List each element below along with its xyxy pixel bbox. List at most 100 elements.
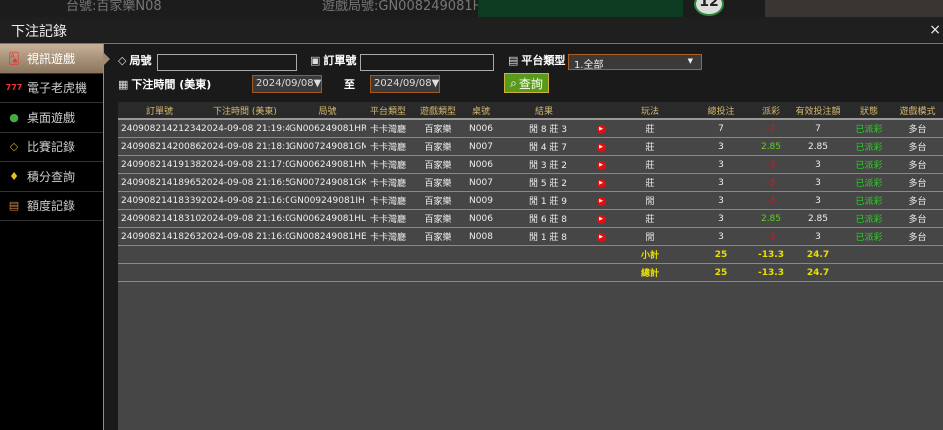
status-cell: 已派彩 bbox=[855, 125, 883, 135]
sidebar-item-4[interactable]: ♦ 積分查詢 bbox=[0, 162, 103, 192]
status-cell: 已派彩 bbox=[855, 233, 883, 243]
play-type-cell: 莊 bbox=[645, 161, 655, 171]
search-button[interactable]: ⌕ 查詢 bbox=[504, 73, 549, 93]
platform-cell: 卡卡灣廳 bbox=[369, 125, 406, 135]
game-type-cell: 百家樂 bbox=[424, 143, 452, 153]
clipboard-icon: ▣ bbox=[310, 53, 321, 67]
background-game-strip: 台號:百家樂N08 遊戲局號:GN008249081HE 12 bbox=[0, 0, 943, 17]
valid-bet-cell: 2.85 bbox=[807, 213, 829, 224]
subtotal-label: 小計 bbox=[640, 251, 659, 261]
round-cell: GN008249081HE bbox=[289, 231, 366, 242]
background-ball-count: 12 bbox=[694, 0, 724, 16]
play-video-icon[interactable]: ▶ bbox=[596, 125, 606, 134]
play-type-cell: 閒 bbox=[645, 197, 655, 207]
play-video-icon[interactable]: ▶ bbox=[596, 179, 606, 188]
table-row[interactable]: 240908214212340 2024-09-08 21:19:40 GN00… bbox=[118, 120, 943, 138]
sidebar-item-3[interactable]: ◇ 比賽記錄 bbox=[0, 133, 103, 162]
diamond-icon: ♦ bbox=[9, 169, 19, 183]
column-header: 平台類型 bbox=[369, 106, 406, 117]
sidebar-item-2[interactable]: ● 桌面遊戲 bbox=[0, 103, 103, 133]
play-type-cell: 莊 bbox=[645, 125, 655, 135]
order-cell: 240908214183397 bbox=[121, 195, 201, 206]
table-row[interactable]: 240908214200867 2024-09-08 21:18:14 GN00… bbox=[118, 138, 943, 156]
round-input[interactable] bbox=[157, 54, 297, 71]
platform-cell: 卡卡灣廳 bbox=[369, 233, 406, 243]
round-cell: GN007249081GM bbox=[289, 141, 366, 152]
tag-icon: ◇ bbox=[118, 53, 127, 67]
order-cell: 240908214212340 bbox=[121, 123, 201, 134]
round-cell: GN006249081HR bbox=[289, 123, 366, 134]
round-cell: GN006249081HL bbox=[289, 213, 366, 224]
sidebar-item-5[interactable]: ▤ 額度記錄 bbox=[0, 192, 103, 221]
play-type-cell: 莊 bbox=[645, 179, 655, 189]
game-type-cell: 百家樂 bbox=[424, 179, 452, 189]
date-from-value: 2024/09/08 bbox=[256, 78, 314, 89]
sidebar-item-0[interactable]: 🂡 視訊遊戲 bbox=[0, 44, 110, 74]
play-video-icon[interactable]: ▶ bbox=[596, 215, 606, 224]
date-from-picker[interactable]: 2024/09/08▼ bbox=[252, 75, 322, 93]
play-type-cell: 莊 bbox=[645, 215, 655, 225]
valid-bet-cell: 3 bbox=[815, 195, 821, 206]
to-label: 至 bbox=[344, 78, 355, 91]
payout-cell: 2.85 bbox=[760, 213, 782, 224]
platform-cell: 卡卡灣廳 bbox=[369, 215, 406, 225]
subtotal-bet: 25 bbox=[714, 249, 728, 260]
ticket-icon: ◇ bbox=[9, 140, 19, 154]
payout-cell: -3 bbox=[766, 159, 776, 170]
subtotal-row: 小計 25 -13.3 24.7 bbox=[118, 246, 943, 264]
table-row[interactable]: 240908214182638 2024-09-08 21:16:00 GN00… bbox=[118, 228, 943, 246]
table-row[interactable]: 240908214183106 2024-09-08 21:16:03 GN00… bbox=[118, 210, 943, 228]
time-cell: 2024-09-08 21:18:14 bbox=[201, 141, 289, 152]
playing-cards-icon: 🂡 bbox=[8, 51, 20, 65]
mode-cell: 多台 bbox=[908, 161, 927, 171]
play-video-icon[interactable]: ▶ bbox=[596, 197, 606, 206]
result-cell: 閒 3 莊 2 bbox=[529, 161, 568, 171]
platform-select[interactable]: 1.全部 ▼ bbox=[568, 54, 702, 71]
document-icon: ▤ bbox=[8, 199, 20, 213]
platform-cell: 卡卡灣廳 bbox=[369, 197, 406, 207]
order-input[interactable] bbox=[360, 54, 494, 71]
platform-cell: 卡卡灣廳 bbox=[369, 179, 406, 189]
title-bar: 下注記錄 × bbox=[0, 17, 943, 44]
mode-cell: 多台 bbox=[908, 215, 927, 225]
game-type-cell: 百家樂 bbox=[424, 161, 452, 171]
search-button-label: 查詢 bbox=[518, 76, 543, 91]
platform-label-text: 平台類型 bbox=[521, 54, 566, 67]
mode-cell: 多台 bbox=[908, 179, 927, 189]
round-cell: GN009249081IH bbox=[290, 195, 365, 206]
table-header: 訂單號 下注時間 (美東) 局號 平台類型 遊戲類型 桌號 結果 玩法 總投注 派彩 有效投注額 狀態… bbox=[118, 102, 943, 120]
column-header: 遊戲模式 bbox=[899, 106, 936, 117]
column-header: 派彩 bbox=[761, 106, 780, 117]
play-type-cell: 莊 bbox=[645, 143, 655, 153]
sidebar-item-label: 比賽記錄 bbox=[27, 140, 76, 155]
play-video-icon[interactable]: ▶ bbox=[596, 143, 606, 152]
mode-cell: 多台 bbox=[908, 143, 927, 153]
sidebar: 🂡 視訊遊戲 777 電子老虎機 ● 桌面遊戲 ◇ 比賽記錄 ♦ 積分查詢 ▤ 額度記錄 bbox=[0, 44, 110, 430]
order-label: ▣ 訂單號 bbox=[310, 52, 356, 68]
time-cell: 2024-09-08 21:16:51 bbox=[201, 177, 289, 188]
column-header: 有效投注額 bbox=[795, 106, 841, 117]
play-video-icon[interactable]: ▶ bbox=[596, 233, 606, 242]
play-video-icon[interactable]: ▶ bbox=[596, 161, 606, 170]
close-icon[interactable]: × bbox=[929, 22, 941, 38]
payout-cell: -3 bbox=[766, 231, 776, 242]
valid-bet-cell: 7 bbox=[815, 123, 821, 134]
play-type-cell: 閒 bbox=[645, 233, 655, 243]
platform-select-value: 1.全部 bbox=[574, 60, 604, 71]
bet-cell: 3 bbox=[718, 177, 724, 188]
valid-bet-cell: 3 bbox=[815, 159, 821, 170]
total-label: 總計 bbox=[640, 269, 659, 279]
date-to-value: 2024/09/08 bbox=[374, 78, 432, 89]
sidebar-item-1[interactable]: 777 電子老虎機 bbox=[0, 74, 103, 103]
valid-bet-cell: 3 bbox=[815, 231, 821, 242]
bet-records-table: 訂單號 下注時間 (美東) 局號 平台類型 遊戲類型 桌號 結果 玩法 總投注 派彩 有效投注額 狀態… bbox=[118, 102, 943, 430]
table-row[interactable]: 240908214183397 2024-09-08 21:16:06 GN00… bbox=[118, 192, 943, 210]
order-cell: 240908214191387 bbox=[121, 159, 201, 170]
slot-777-icon: 777 bbox=[5, 83, 23, 93]
calendar-icon: ▦ bbox=[118, 77, 129, 91]
table-row[interactable]: 240908214189657 2024-09-08 21:16:51 GN00… bbox=[118, 174, 943, 192]
date-to-picker[interactable]: 2024/09/08▼ bbox=[370, 75, 440, 93]
table-row[interactable]: 240908214191387 2024-09-08 21:17:02 GN00… bbox=[118, 156, 943, 174]
time-label-text: 下注時間 (美東) bbox=[131, 78, 212, 91]
valid-bet-cell: 2.85 bbox=[807, 141, 829, 152]
